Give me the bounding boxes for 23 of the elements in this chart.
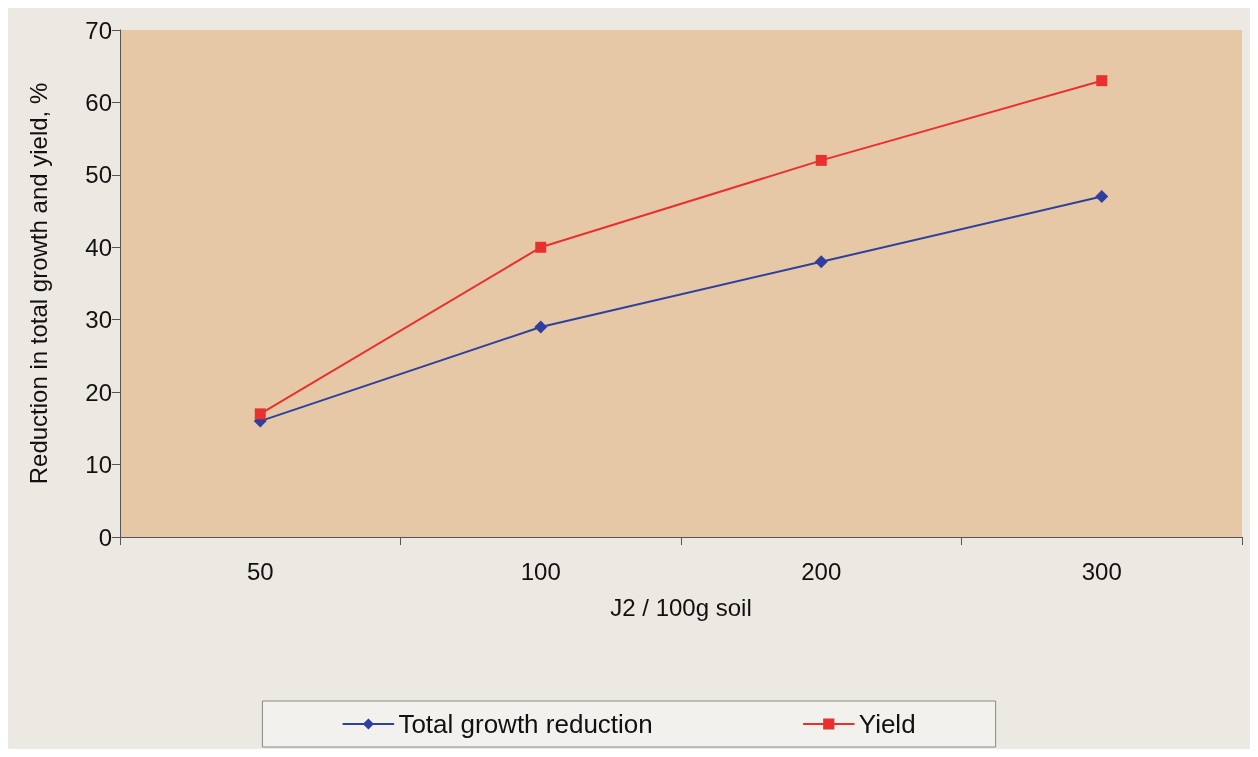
point: [1095, 190, 1109, 204]
point: [814, 255, 828, 269]
y-tick-label: 10: [85, 451, 112, 479]
point: [1096, 75, 1108, 87]
point: [254, 408, 266, 420]
y-axis-title: Reduction in total growth and yield, %: [24, 82, 52, 485]
legend-label: Yield: [858, 709, 916, 739]
y-tick-label: 0: [98, 523, 112, 551]
x-tick-label: 300: [1081, 557, 1122, 585]
y-tick-label: 40: [85, 233, 112, 261]
point: [534, 320, 548, 334]
x-tick-label: 200: [801, 557, 842, 585]
point: [535, 241, 547, 253]
y-tick-label: 60: [85, 88, 112, 116]
y-tick-label: 70: [85, 16, 112, 44]
x-tick-label: 100: [520, 557, 561, 585]
y-tick-label: 50: [85, 161, 112, 189]
legend-label: Total growth reduction: [398, 709, 653, 739]
y-tick-label: 20: [85, 378, 112, 406]
x-tick-label: 50: [246, 557, 274, 585]
y-tick-label: 30: [85, 306, 112, 334]
x-axis-title: J2 / 100g soil: [610, 593, 752, 621]
point: [815, 154, 827, 166]
